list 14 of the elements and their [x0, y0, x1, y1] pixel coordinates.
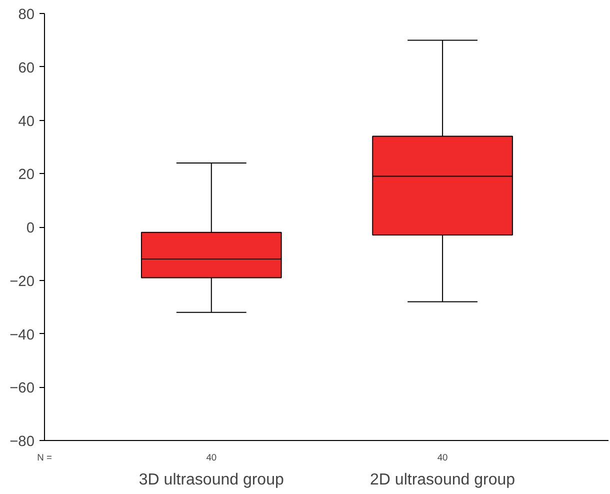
- y-tick-label: 0: [26, 220, 35, 236]
- x-tick-label: 2D ultrasound group: [370, 472, 516, 488]
- y-tick-label: 80: [18, 7, 35, 23]
- x-tick-label: 3D ultrasound group: [138, 472, 284, 488]
- y-tick-label: −60: [10, 380, 35, 397]
- text: 40: [437, 452, 448, 462]
- y-tick-label: 40: [18, 114, 35, 130]
- y-tick-label: −20: [10, 274, 35, 290]
- y-tick-label: −80: [10, 434, 35, 450]
- text: N =: [37, 452, 52, 462]
- y-tick-label: −40: [10, 327, 35, 344]
- text: 40: [206, 452, 217, 462]
- y-tick-label: 60: [18, 60, 35, 76]
- y-tick-label: 20: [18, 167, 35, 184]
